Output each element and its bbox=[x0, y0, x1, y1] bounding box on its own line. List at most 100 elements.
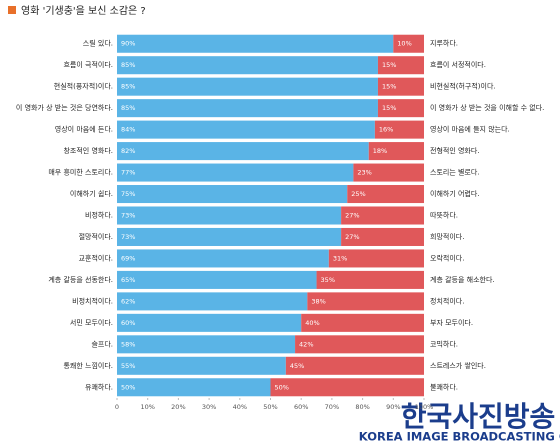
value-label: 85% bbox=[121, 104, 135, 112]
right-label: 정치적이다. bbox=[430, 296, 464, 305]
value-label: 15% bbox=[382, 83, 396, 91]
bar-segment bbox=[301, 313, 424, 332]
value-label: 84% bbox=[121, 126, 135, 134]
x-tick-label: 30% bbox=[202, 403, 216, 411]
left-label: 슬프다. bbox=[91, 339, 113, 348]
bar-segment bbox=[347, 185, 424, 204]
right-label: 스트레스가 쌓인다. bbox=[430, 361, 486, 370]
bar-segment bbox=[270, 378, 424, 397]
left-label: 창조적인 영화다. bbox=[63, 146, 113, 155]
right-label: 영상이 마음에 들지 않는다. bbox=[430, 125, 510, 134]
x-tick-label: 90% bbox=[386, 403, 400, 411]
left-label: 절망적이다. bbox=[79, 232, 113, 241]
bar-segment bbox=[328, 249, 424, 268]
value-label: 58% bbox=[121, 340, 135, 348]
x-tick-label: 100% bbox=[415, 403, 434, 411]
value-label: 60% bbox=[121, 319, 135, 327]
value-label: 15% bbox=[382, 61, 396, 69]
bar-segment bbox=[117, 378, 271, 397]
x-tick-label: 10% bbox=[140, 403, 154, 411]
left-label: 교훈적이다. bbox=[79, 253, 113, 262]
left-label: 매우 흥미한 스토리다. bbox=[48, 168, 113, 177]
value-label: 31% bbox=[333, 254, 347, 262]
x-tick-label: 0 bbox=[115, 403, 119, 411]
right-label: 코믹하다. bbox=[430, 339, 458, 348]
right-label: 불쾌하다. bbox=[430, 382, 458, 391]
right-label: 오락적이다. bbox=[430, 253, 464, 262]
right-label: 스토리는 별로다. bbox=[430, 168, 480, 177]
bar-segment bbox=[117, 206, 342, 225]
value-label: 16% bbox=[379, 126, 393, 134]
x-tick-label: 80% bbox=[355, 403, 369, 411]
value-label: 23% bbox=[357, 169, 371, 177]
watermark-title: 한국사진방송 bbox=[401, 400, 556, 433]
right-label: 비현실적(허구적)이다. bbox=[430, 82, 496, 91]
value-label: 50% bbox=[121, 383, 135, 391]
value-label: 18% bbox=[373, 147, 387, 155]
bar-segment bbox=[117, 313, 302, 332]
watermark-subtitle: KOREA IMAGE BROADCASTING CO. bbox=[359, 430, 560, 444]
value-label: 82% bbox=[121, 147, 135, 155]
x-tick-label: 60% bbox=[294, 403, 308, 411]
right-label: 전형적인 영화다. bbox=[430, 146, 480, 155]
right-label: 희망적이다. bbox=[430, 232, 464, 241]
bar-segment bbox=[295, 335, 424, 354]
left-label: 현실적(풍자적)이다. bbox=[54, 82, 113, 91]
value-label: 73% bbox=[121, 233, 135, 241]
left-label: 유쾌하다. bbox=[85, 382, 113, 391]
value-label: 25% bbox=[351, 190, 365, 198]
left-label: 비정하다. bbox=[85, 211, 113, 220]
value-label: 90% bbox=[121, 40, 135, 48]
bar-segment bbox=[377, 99, 424, 118]
left-label: 서민 모두이다. bbox=[70, 318, 113, 327]
right-label: 이해하기 어렵다. bbox=[430, 189, 480, 198]
bar-segment bbox=[341, 206, 424, 225]
value-label: 75% bbox=[121, 190, 135, 198]
chart-title: 영화 '기생충'을 보신 소감은 ? bbox=[21, 5, 146, 17]
left-label: 스릴 있다. bbox=[83, 39, 113, 48]
value-label: 10% bbox=[397, 40, 411, 48]
value-label: 40% bbox=[305, 319, 319, 327]
bar-segment bbox=[377, 77, 424, 96]
right-label: 계층 갈등을 해소한다. bbox=[430, 275, 495, 284]
value-label: 85% bbox=[121, 83, 135, 91]
right-label: 따뜻하다. bbox=[430, 211, 458, 220]
value-label: 42% bbox=[299, 340, 313, 348]
bar-segment bbox=[117, 249, 329, 268]
x-tick-label: 20% bbox=[171, 403, 185, 411]
bar-segment bbox=[117, 356, 286, 375]
left-label: 이해하기 쉽다. bbox=[70, 189, 113, 198]
bar-segment bbox=[374, 120, 424, 139]
bar-segment bbox=[117, 77, 378, 96]
title-marker bbox=[8, 6, 16, 14]
left-label: 영상이 마음에 든다. bbox=[55, 125, 113, 134]
value-label: 38% bbox=[311, 297, 325, 305]
bar-segment bbox=[117, 163, 354, 182]
bar-segment bbox=[117, 292, 308, 311]
bar-segment bbox=[117, 270, 317, 289]
bar-segment bbox=[117, 227, 342, 246]
value-label: 35% bbox=[321, 276, 335, 284]
value-label: 55% bbox=[121, 362, 135, 370]
right-label: 흐름이 서정적이다. bbox=[430, 60, 486, 69]
value-label: 27% bbox=[345, 233, 359, 241]
bar-segment bbox=[368, 142, 424, 161]
bar-segment bbox=[117, 99, 378, 118]
bar-segment bbox=[307, 292, 424, 311]
bar-segment bbox=[117, 56, 378, 75]
value-label: 27% bbox=[345, 212, 359, 220]
value-label: 69% bbox=[121, 254, 135, 262]
value-label: 65% bbox=[121, 276, 135, 284]
bar-segment bbox=[341, 227, 424, 246]
left-label: 계층 갈등을 선동한다. bbox=[48, 275, 113, 284]
left-label: 비정치적이다. bbox=[72, 296, 113, 305]
x-tick-label: 70% bbox=[325, 403, 339, 411]
bar-segment bbox=[117, 34, 394, 53]
value-label: 62% bbox=[121, 297, 135, 305]
right-label: 부자 모두이다. bbox=[430, 318, 473, 327]
right-label: 이 영화가 상 받는 것을 이해할 수 없다. bbox=[430, 103, 544, 112]
value-label: 85% bbox=[121, 61, 135, 69]
bar-segment bbox=[353, 163, 424, 182]
